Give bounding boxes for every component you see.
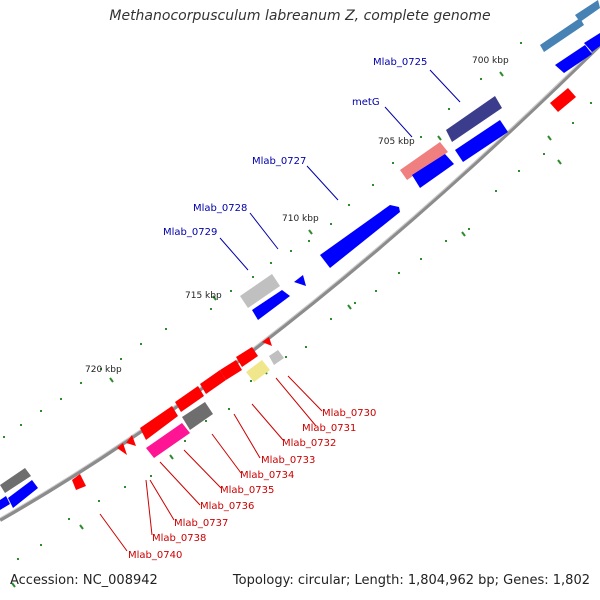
gene-feature-mlab0725[interactable]	[446, 96, 502, 142]
gene-feature[interactable]	[555, 45, 592, 73]
accession-label: Accession:	[10, 573, 79, 588]
gene-label-mlab0734[interactable]: Mlab_0734	[240, 470, 294, 481]
gene-label-mlab0729[interactable]: Mlab_0729	[163, 227, 217, 238]
gene-label-mlab0730[interactable]: Mlab_0730	[322, 408, 376, 419]
scale-label-715kbp: 715 kbp	[185, 291, 222, 301]
gene-feature-mlab0738[interactable]	[146, 423, 190, 458]
gene-feature[interactable]	[0, 468, 31, 493]
gene-label-mlab0738[interactable]: Mlab_0738	[152, 533, 206, 544]
tick-ring-inner	[3, 42, 522, 438]
inner-track-genes	[72, 88, 576, 490]
gene-feature-mlab0737[interactable]	[140, 406, 178, 440]
gene-feature-mlab0740[interactable]	[72, 474, 86, 490]
scale-label-720kbp: 720 kbp	[85, 365, 122, 375]
gene-label-mlab0740[interactable]: Mlab_0740	[128, 550, 182, 561]
map-title: Methanocorpusculum labreanum Z, complete…	[109, 8, 491, 24]
gene-feature[interactable]	[575, 0, 600, 22]
gene-labels-upper: Mlab_0725 metG Mlab_0727 Mlab_0728 Mlab_…	[163, 57, 427, 238]
gene-feature-metg[interactable]	[400, 142, 448, 180]
gene-feature-mlab0731[interactable]	[269, 350, 284, 365]
gene-feature[interactable]	[455, 120, 508, 162]
scale-label-700kbp: 700 kbp	[472, 56, 509, 66]
gene-feature[interactable]	[412, 154, 454, 188]
scale-label-705kbp: 705 kbp	[378, 137, 415, 147]
gene-label-mlab0737[interactable]: Mlab_0737	[174, 518, 228, 529]
gene-feature[interactable]	[540, 18, 584, 52]
gene-feature-mlab0730[interactable]	[262, 337, 272, 346]
accession-footer: Accession: NC_008942	[10, 573, 158, 588]
gene-feature[interactable]	[126, 435, 136, 446]
scale-labels: 700 kbp 705 kbp 710 kbp 715 kbp 720 kbp	[85, 56, 509, 375]
gene-feature[interactable]	[550, 88, 576, 112]
gene-labels-lower: Mlab_0730 Mlab_0731 Mlab_0732 Mlab_0733 …	[128, 408, 376, 561]
gene-feature[interactable]	[8, 480, 38, 508]
gene-label-mlab0731[interactable]: Mlab_0731	[302, 423, 356, 434]
gene-feature-mlab0736[interactable]	[175, 386, 204, 412]
genome-summary: Topology: circular; Length: 1,804,962 bp…	[232, 573, 590, 588]
gene-feature[interactable]	[117, 443, 127, 455]
scale-label-710kbp: 710 kbp	[282, 214, 319, 224]
accession-value: NC_008942	[82, 573, 158, 588]
gene-label-metg[interactable]: metG	[352, 97, 380, 108]
gene-feature[interactable]	[252, 290, 290, 320]
outer-track-genes	[0, 0, 600, 493]
gene-feature-mlab0735[interactable]	[200, 370, 226, 394]
blue-gene-track	[0, 33, 600, 510]
gene-label-mlab0733[interactable]: Mlab_0733	[261, 455, 315, 466]
gene-label-mlab0735[interactable]: Mlab_0735	[220, 485, 274, 496]
gene-feature[interactable]	[0, 496, 10, 510]
gene-feature[interactable]	[182, 402, 213, 430]
genome-backbone-highlight	[0, 42, 600, 519]
gene-feature-mlab0733[interactable]	[236, 347, 258, 367]
gene-label-mlab0728[interactable]: Mlab_0728	[193, 203, 247, 214]
gene-label-mlab0736[interactable]: Mlab_0736	[200, 501, 254, 512]
gene-label-mlab0732[interactable]: Mlab_0732	[282, 438, 336, 449]
gene-feature-mlab0727[interactable]	[320, 205, 400, 268]
gene-feature[interactable]	[584, 33, 600, 52]
gene-label-mlab0725[interactable]: Mlab_0725	[373, 57, 427, 68]
gene-feature-mlab0734[interactable]	[220, 360, 242, 380]
gene-feature-mlab0732[interactable]	[246, 360, 270, 382]
gene-feature-mlab0729[interactable]	[240, 274, 280, 308]
label-leader-lines	[99, 69, 461, 552]
tick-ring-outer	[17, 102, 592, 560]
gene-feature-mlab0728[interactable]	[294, 275, 306, 286]
genome-backbone	[0, 43, 600, 522]
gene-label-mlab0727[interactable]: Mlab_0727	[252, 156, 306, 167]
